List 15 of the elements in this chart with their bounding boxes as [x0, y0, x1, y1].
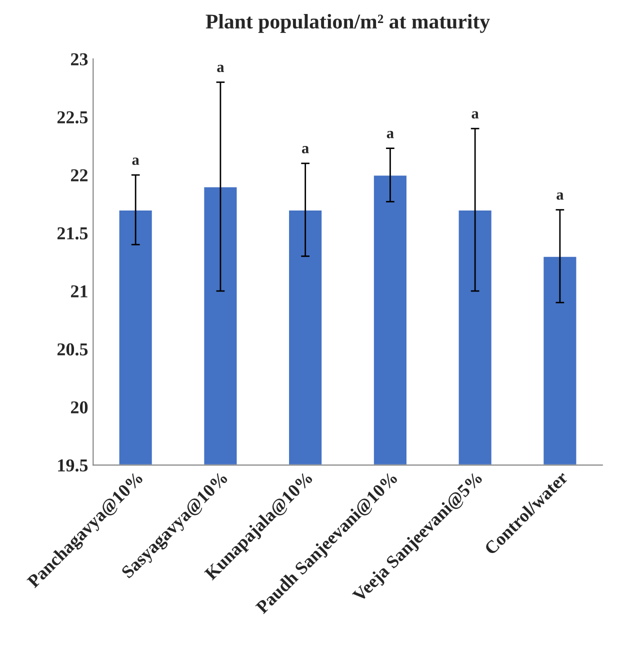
- annotation: a: [302, 146, 309, 154]
- y-tick-label: 20: [70, 401, 88, 414]
- y-tick-label: 19.5: [58, 459, 88, 472]
- annotation: a: [472, 111, 479, 119]
- annotation: a: [217, 64, 224, 72]
- y-tick-label: 22: [70, 169, 88, 182]
- y-tick-label: 21: [70, 285, 88, 298]
- chart-title: Plant population/m² at maturity: [206, 14, 490, 33]
- annotation: a: [132, 158, 140, 165]
- y-tick-label: 22.5: [57, 111, 88, 124]
- y-tick-label: 21.5: [57, 227, 88, 240]
- annotation: a: [386, 130, 394, 138]
- y-tick-label: 23: [70, 53, 88, 66]
- y-tick-label: 20.5: [57, 343, 88, 356]
- annotation: a: [556, 192, 564, 200]
